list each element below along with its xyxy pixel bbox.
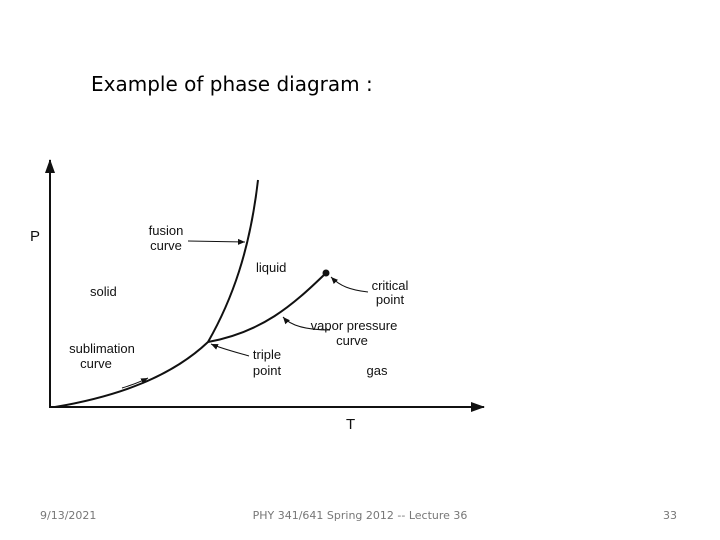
footer-date: 9/13/2021 bbox=[40, 509, 97, 522]
footer-course: PHY 341/641 Spring 2012 -- Lecture 36 bbox=[252, 509, 468, 522]
label: gas bbox=[367, 363, 388, 378]
vapor-line bbox=[207, 272, 327, 343]
label-line: sublimation bbox=[69, 341, 135, 356]
vapor-arrow bbox=[282, 316, 331, 331]
fusion-arrow bbox=[187, 238, 246, 245]
label-line: curve bbox=[336, 333, 368, 348]
label: liquid bbox=[256, 260, 286, 275]
footer-page: 33 bbox=[663, 509, 677, 522]
label-line: fusion bbox=[149, 223, 184, 238]
label-line: triple bbox=[253, 347, 281, 362]
sublimation-arrow bbox=[121, 377, 149, 389]
critical-point-dot bbox=[322, 269, 330, 277]
fusion-line bbox=[207, 179, 259, 343]
p-label: P bbox=[30, 228, 40, 245]
slide-title: Example of phase diagram : bbox=[91, 72, 373, 96]
label-line: curve bbox=[150, 238, 182, 253]
t-label: T bbox=[346, 416, 355, 433]
label-line: point bbox=[376, 292, 405, 307]
label-line: critical bbox=[372, 278, 409, 293]
label-line: curve bbox=[80, 356, 112, 371]
label-line: point bbox=[253, 363, 282, 378]
critical-arrow bbox=[330, 276, 369, 293]
label: solid bbox=[90, 284, 117, 299]
triple-arrow bbox=[210, 343, 250, 357]
label-line: vapor pressure bbox=[311, 318, 398, 333]
